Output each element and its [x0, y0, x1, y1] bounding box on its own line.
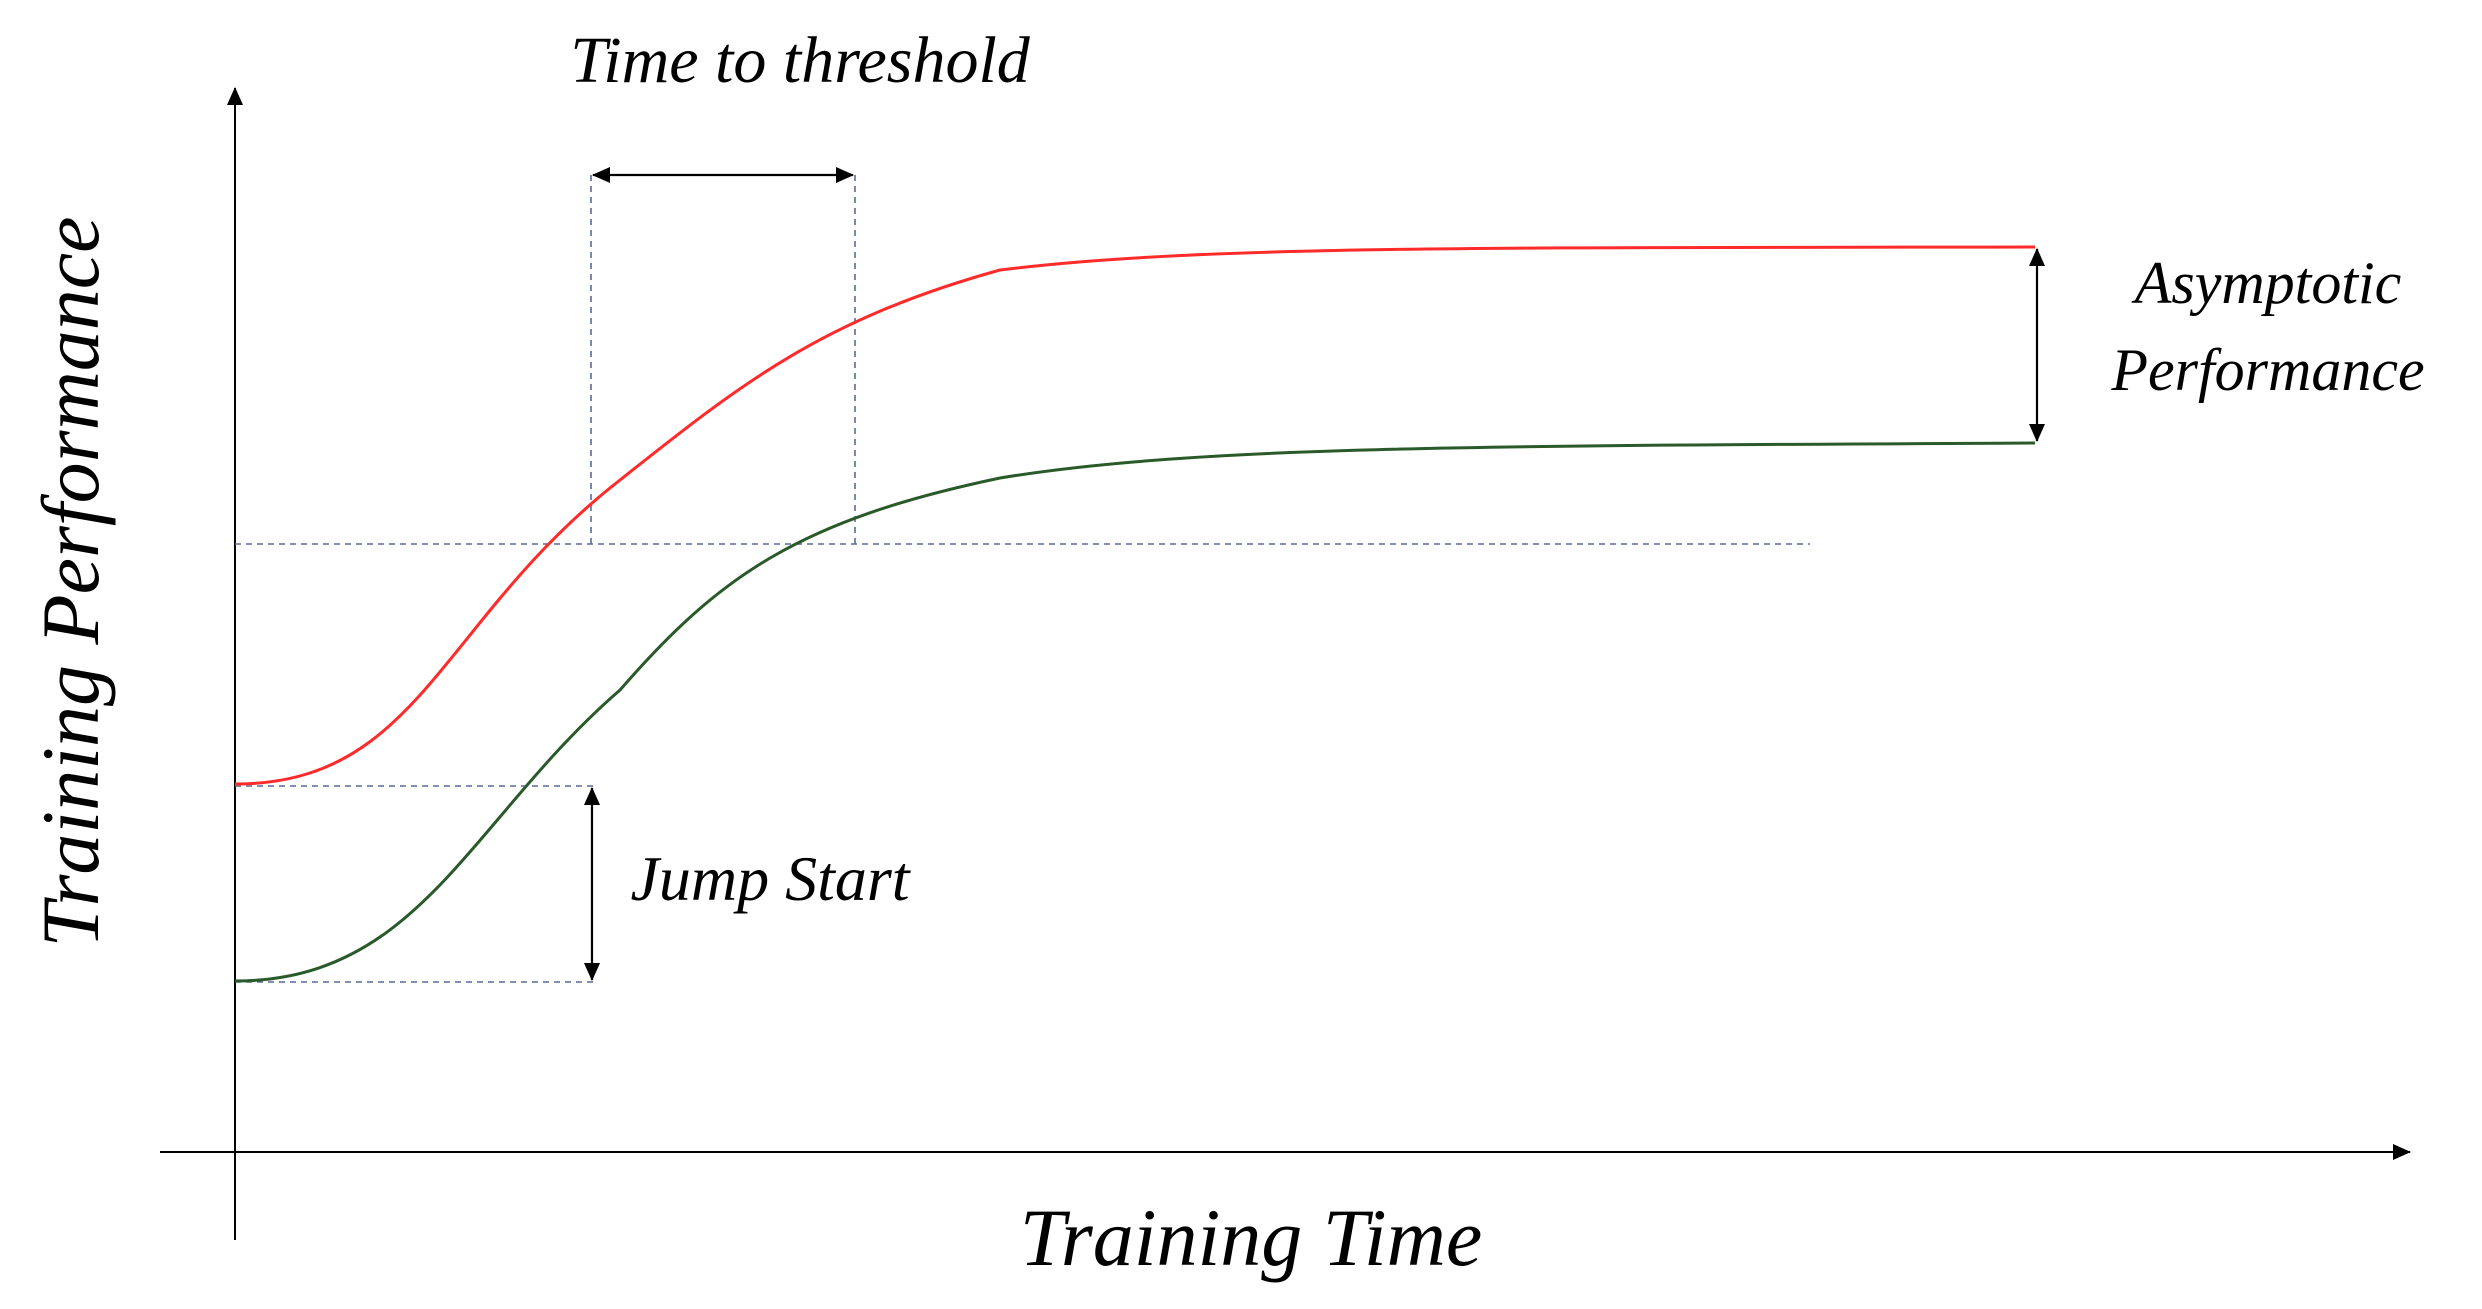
guide-lines: [235, 175, 1810, 983]
upper-learning-curve: [234, 245, 2036, 786]
y-axis-label: Training Performance: [25, 216, 116, 947]
asymptotic-label-line2: Performance: [2110, 337, 2424, 403]
lower-learning-curve: [234, 441, 2036, 983]
asymptotic-label-line1: Asymptotic: [2131, 250, 2402, 316]
jump-start-label: Jump Start: [630, 843, 911, 914]
x-axis-label: Training Time: [1020, 1192, 1483, 1283]
time-to-threshold-label: Time to threshold: [570, 24, 1031, 97]
